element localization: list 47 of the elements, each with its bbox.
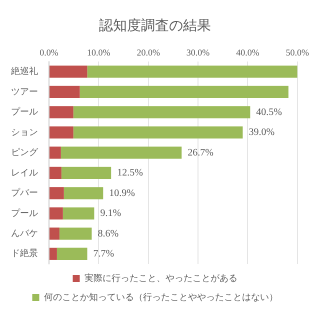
y-tick-label: レイル — [11, 167, 38, 178]
legend-label: 実際に行ったこと、やったことがある — [84, 272, 238, 284]
y-tick-label: 絶巡礼 — [10, 66, 38, 76]
bar — [61, 166, 112, 179]
bar — [50, 228, 60, 240]
y-tick-label: ション — [11, 126, 38, 137]
bar — [50, 146, 61, 159]
total-label: 10.9% — [109, 188, 135, 199]
bar — [64, 187, 104, 200]
bar — [50, 86, 80, 98]
x-tick-label: 50.0% — [286, 48, 310, 58]
bar — [62, 207, 94, 220]
bar — [50, 248, 57, 260]
y-tick-label: プール — [11, 106, 38, 117]
y-tick-label: ド絶景 — [11, 248, 38, 258]
total-label: 40.5% — [256, 106, 282, 118]
x-tick-label: 0.0% — [40, 48, 59, 58]
y-tick-label: ツアー — [11, 86, 38, 96]
y-tick-label: ピング — [11, 147, 39, 158]
bar — [50, 207, 63, 220]
x-tick-label: 40.0% — [236, 48, 260, 58]
legend-label: 何のことか知っている（行ったことややったことはない） — [44, 292, 278, 303]
total-label: 8.6% — [98, 228, 119, 240]
total-label: 9.1% — [100, 208, 122, 220]
bar — [59, 228, 92, 240]
x-tick-label: 20.0% — [136, 48, 160, 58]
x-tick-label: 30.0% — [186, 48, 210, 58]
bar — [56, 248, 88, 260]
total-label: 7.7% — [93, 248, 114, 260]
bar — [60, 146, 182, 159]
total-label: 12.5% — [117, 168, 143, 179]
x-tick-label: 10.0% — [87, 48, 111, 58]
y-tick-label: んバケ — [11, 228, 38, 238]
bar — [73, 126, 243, 139]
bar — [87, 66, 298, 78]
bar — [73, 106, 250, 118]
total-label: 39.0% — [248, 127, 275, 138]
bar — [80, 86, 288, 98]
bar — [50, 187, 64, 200]
bar — [50, 166, 62, 179]
chart-title: 認知度調査の結果 — [99, 18, 211, 34]
bar — [50, 126, 74, 139]
y-tick-label: プール — [11, 208, 38, 218]
y-tick-label: プバー — [11, 188, 38, 198]
total-label: 26.7% — [188, 147, 214, 158]
bar — [50, 66, 88, 78]
bar — [50, 106, 74, 118]
